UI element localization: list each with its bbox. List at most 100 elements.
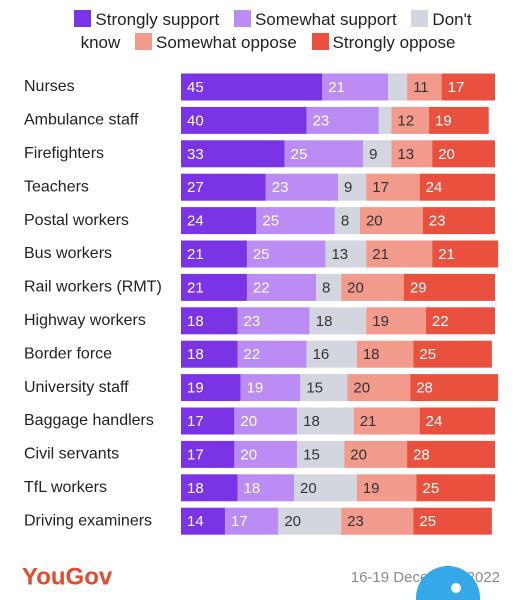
legend-swatch <box>134 33 152 50</box>
value-label: 23 <box>244 313 261 330</box>
bar-segment <box>297 440 345 468</box>
legend-label: Strongly oppose <box>332 33 456 52</box>
value-label: 33 <box>187 146 204 163</box>
bar-segment <box>294 474 357 502</box>
bar-segment <box>391 140 433 168</box>
value-label: 23 <box>272 179 289 196</box>
value-label: 9 <box>369 146 377 163</box>
bar-segment <box>181 173 266 201</box>
bar-segment <box>306 106 379 134</box>
bar-segment <box>237 340 307 368</box>
bar-segment <box>240 374 301 402</box>
value-label: 17 <box>231 513 248 530</box>
value-label: 19 <box>372 313 389 330</box>
bar-segment <box>265 173 338 201</box>
value-label: 18 <box>187 346 204 363</box>
value-label: 45 <box>187 79 204 96</box>
bar-segment <box>181 340 238 368</box>
legend-swatch <box>233 10 251 27</box>
bar-segment <box>181 307 238 335</box>
bar-segment <box>234 440 298 468</box>
bar-segment <box>181 407 235 435</box>
category-label: Bus workers <box>24 245 112 262</box>
category-label: Firefighters <box>24 145 104 162</box>
value-label: 19 <box>435 112 452 129</box>
bar-segment <box>341 273 404 301</box>
bar-segment <box>246 273 317 301</box>
bar-segment <box>322 73 389 101</box>
value-label: 24 <box>426 413 443 430</box>
value-label: 20 <box>438 146 455 163</box>
bar-segment <box>419 173 495 201</box>
category-label: TfL workers <box>24 479 107 496</box>
bar-segment <box>429 106 489 134</box>
value-label: 14 <box>187 513 204 530</box>
value-label: 28 <box>413 446 430 463</box>
bar-segment <box>432 240 499 268</box>
bar-segment <box>432 140 495 168</box>
legend: Strongly support Somewhat support Don't … <box>48 8 488 54</box>
bar-segment <box>338 173 367 201</box>
value-label: 18 <box>244 480 261 497</box>
bar-segment <box>407 440 495 468</box>
value-label: 24 <box>426 179 443 196</box>
bar-segment <box>278 507 342 535</box>
bar-segment <box>356 474 417 502</box>
value-label: 19 <box>363 480 380 497</box>
value-label: 28 <box>416 380 433 397</box>
bar-segment <box>181 440 235 468</box>
category-label: Postal workers <box>24 212 129 229</box>
value-label: 27 <box>187 179 204 196</box>
value-label: 13 <box>397 146 414 163</box>
bar-segment <box>391 106 430 134</box>
category-label: Nurses <box>24 78 75 95</box>
bar-segment <box>224 507 279 535</box>
value-label: 15 <box>306 380 323 397</box>
bar-segment <box>237 474 295 502</box>
legend-label: Somewhat oppose <box>155 33 297 52</box>
bar-segment <box>309 307 367 335</box>
value-label: 20 <box>300 480 317 497</box>
value-label: 40 <box>187 112 204 129</box>
value-label: 25 <box>262 213 279 230</box>
bar-segment <box>325 240 367 268</box>
legend-label: Don't know <box>80 10 472 52</box>
bar-segment <box>363 140 392 168</box>
value-label: 20 <box>240 413 257 430</box>
bar-segment <box>341 507 414 535</box>
bar-segment <box>413 507 492 535</box>
value-label: 25 <box>419 513 436 530</box>
bar-segment <box>234 407 298 435</box>
bar-segment <box>419 407 495 435</box>
bar-segment <box>237 307 310 335</box>
bar-segment <box>416 474 495 502</box>
bar-segment <box>356 340 414 368</box>
bar-segment <box>181 507 225 535</box>
bar-segment <box>297 407 354 435</box>
legend-label: Somewhat support <box>254 10 397 29</box>
legend-swatch <box>311 33 329 50</box>
value-label: 21 <box>187 279 204 296</box>
value-label: 19 <box>247 380 264 397</box>
bar-segment <box>366 240 433 268</box>
bar-segment <box>181 374 241 402</box>
bar-segment <box>366 307 426 335</box>
category-label: Civil servants <box>24 446 119 463</box>
value-label: 19 <box>187 380 204 397</box>
value-label: 16 <box>313 346 330 363</box>
bar-segment <box>403 273 495 301</box>
help-button[interactable] <box>416 566 480 600</box>
bar-segment <box>347 374 411 402</box>
bar-segment <box>410 374 499 402</box>
category-label: Rail workers (RMT) <box>24 279 162 296</box>
value-label: 20 <box>284 513 301 530</box>
value-label: 20 <box>350 446 367 463</box>
bar-segment <box>256 207 335 235</box>
value-label: 22 <box>244 346 261 363</box>
bar-segment <box>388 73 408 101</box>
value-label: 23 <box>347 513 364 530</box>
value-label: 11 <box>413 79 429 96</box>
bar-segment <box>366 173 420 201</box>
